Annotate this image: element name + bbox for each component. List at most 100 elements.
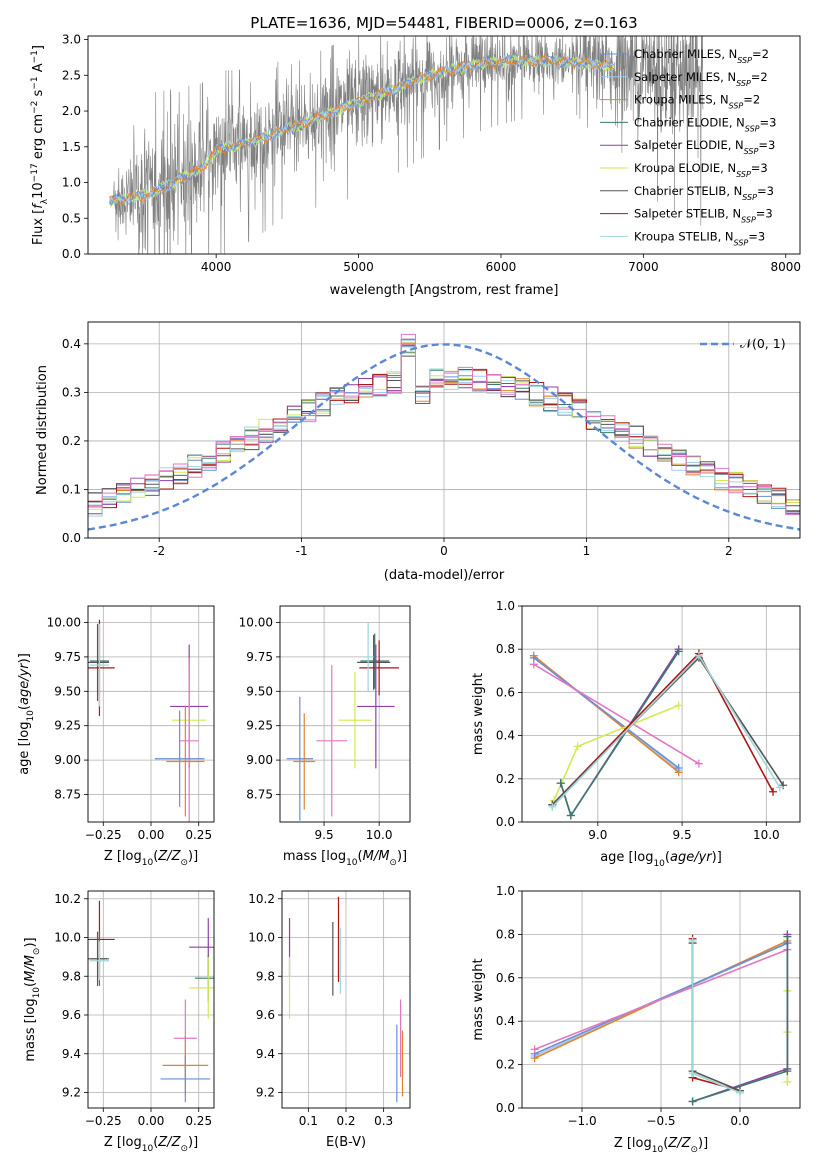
x-axis-label: Z [log10(Z/Z⊙)]: [104, 849, 198, 868]
x-axis-label-part: Z [log: [104, 1135, 142, 1150]
y-tick-label: 0.0: [496, 1101, 515, 1115]
legend-suffix: =3: [757, 184, 774, 198]
y-tick-label: 0.3: [62, 385, 81, 399]
weight-marker: [556, 779, 565, 788]
weight-marker: [688, 1069, 697, 1078]
legend-label: Chabrier STELIB, N: [634, 184, 742, 198]
y-tick-label: 10.00: [47, 616, 81, 630]
x-tick-label: 1: [583, 544, 591, 558]
x-tick-label: −0.25: [85, 1114, 122, 1128]
chart-age_vs_Z: −0.25 0.00 0.25 8.75 9.00 9.25 9.50 9.75 10.00 Z …: [17, 605, 215, 868]
y-axis-label: mass weight: [471, 673, 486, 755]
weight-marker: [783, 1067, 792, 1076]
legend-sub: SSP: [742, 192, 757, 201]
y-axis-label-part: ⊙: [32, 948, 42, 956]
y-axis-label-part: s: [31, 89, 46, 100]
x-tick-label: 10.0: [366, 828, 393, 842]
y-axis-label-part: age [log: [17, 722, 32, 775]
errorbar-point: [359, 640, 399, 696]
legend-label: Kroupa STELIB, N: [634, 229, 734, 243]
x-tick-label: 0: [440, 544, 448, 558]
legend-entry: Chabrier ELODIE, NSSP=3: [634, 115, 776, 132]
x-tick-label: 0.0: [730, 1114, 749, 1128]
model-line-salpeter_miles: [109, 54, 615, 205]
legend-entry: Salpeter MILES, NSSP=2: [634, 70, 768, 88]
y-tick-label: 0.0: [496, 815, 515, 829]
legend-suffix: =3: [760, 115, 777, 129]
y-tick-label: 10.0: [248, 931, 275, 945]
x-axis-label-part: age [log: [600, 850, 653, 865]
y-tick-label: 9.6: [256, 1008, 275, 1022]
y-axis-label-part: (: [23, 982, 38, 987]
errorbar-point: [286, 696, 314, 821]
errorbar-point: [89, 623, 109, 707]
plot-area: [282, 891, 410, 1108]
x-axis-label-part: (: [663, 1136, 668, 1151]
chart-mass_vs_Z: −0.25 0.00 0.259.29.49.69.810.010.2Z [log1…: [23, 890, 215, 1154]
y-tick-label: 9.2: [62, 1086, 81, 1100]
x-tick-label: 9.5: [315, 828, 334, 842]
y-tick-label: 9.6: [62, 1008, 81, 1022]
y-tick-label: 10.2: [248, 892, 275, 906]
y-axis-label: Normed distribution: [35, 365, 50, 495]
y-tick-label: 9.4: [256, 1047, 275, 1061]
weight-marker: [694, 651, 703, 660]
x-tick-label: 7000: [628, 260, 659, 274]
weight-marker: [694, 759, 703, 768]
x-tick-label: 5000: [343, 260, 374, 274]
y-tick-label: 9.25: [54, 719, 81, 733]
x-tick-label: 9.5: [673, 828, 692, 842]
chart-residual_histogram: -2 -1 0 1 2 0.0 0.1 0.2 0.3 0.4 𝒩(0, 1) (data-model…: [35, 321, 801, 583]
y-tick-label: 0.4: [496, 729, 515, 743]
legend-sub: SSP: [729, 101, 744, 110]
x-tick-label: 0.00: [138, 1114, 165, 1128]
x-axis-label: Z [log10(Z/Z⊙)]: [614, 1136, 708, 1155]
x-axis-label-part: ⊙: [180, 1144, 188, 1154]
chart-weight_vs_age: 9.0 9.5 10.0 0.0 0.2 0.4 0.6 0.8 1.0 age [log10(a…: [471, 599, 801, 869]
x-tick-label: 4000: [201, 260, 232, 274]
y-tick-label: 9.25: [246, 719, 273, 733]
data-spectrum-line: [109, 36, 704, 254]
y-axis-label-part: −1: [30, 76, 40, 89]
y-tick-label: 9.50: [54, 684, 81, 698]
model-line-chabrier_miles: [109, 54, 615, 206]
x-tick-label: 9.0: [588, 828, 607, 842]
y-tick-label: 9.8: [62, 969, 81, 983]
weight-line-kroupa_stelib: [691, 940, 741, 1094]
y-tick-label: 0.0: [62, 531, 81, 545]
weight-marker: [674, 647, 683, 656]
weight-line-pink_model: [534, 948, 788, 1051]
legend-suffix: =2: [743, 93, 760, 107]
x-axis-label: mass [log10(M/M⊙)]: [283, 849, 407, 868]
x-axis-label: wavelength [Angstrom, rest frame]: [330, 283, 559, 298]
y-tick-label: 9.8: [256, 969, 275, 983]
legend-suffix: =3: [748, 229, 765, 243]
errorbar-point: [189, 956, 214, 1019]
x-tick-label: -1: [296, 544, 308, 558]
errorbar-point: [293, 713, 316, 810]
y-tick-label: 0.2: [496, 1058, 515, 1072]
y-tick-label: 9.4: [62, 1047, 81, 1061]
y-tick-label: 0.8: [496, 642, 515, 656]
weight-line-chabrier_stelib: [691, 943, 741, 1092]
weight-marker: [548, 802, 557, 811]
plot-area: [88, 891, 214, 1108]
weight-marker: [769, 787, 778, 796]
x-axis-label: (data-model)/error: [384, 568, 505, 583]
x-tick-label: 0.25: [185, 1114, 212, 1128]
axes-frame: [521, 890, 801, 1109]
x-axis-label: Z [log10(Z/Z⊙)]: [104, 1135, 198, 1154]
y-axis-label-part: f: [31, 202, 46, 209]
x-axis-label-part: Z [log: [614, 1136, 652, 1151]
histogram-pink_model: [88, 333, 800, 516]
x-tick-label: 0.2: [336, 1114, 355, 1128]
y-axis-label: age [log10(age/yr)]: [17, 653, 36, 775]
y-tick-label: 2.0: [62, 104, 81, 118]
weight-marker: [688, 936, 697, 945]
y-tick-label: 9.75: [246, 650, 273, 664]
x-axis-label-part: )]: [397, 849, 407, 864]
axes-frame: [521, 605, 801, 823]
legend-entry: 𝒩(0, 1): [740, 336, 786, 351]
errorbar-point: [357, 644, 395, 769]
weight-line-kroupa_miles: [533, 655, 680, 773]
